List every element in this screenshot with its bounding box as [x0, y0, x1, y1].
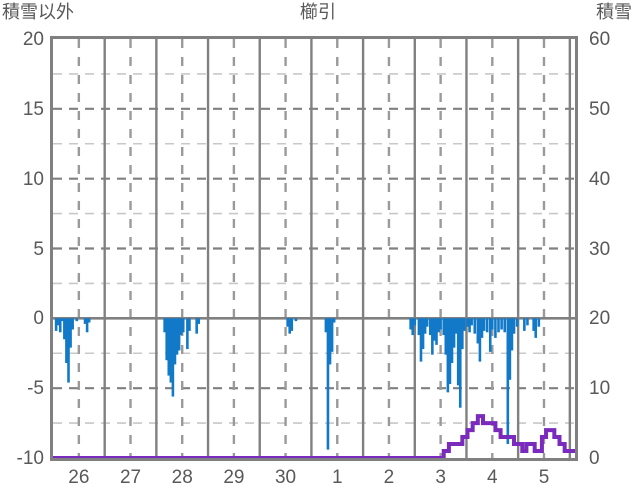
- x-tick-label: 2: [383, 467, 395, 488]
- left-tick-label: 5: [33, 238, 44, 260]
- x-tick-label: 26: [68, 467, 90, 488]
- left-tick-label: 15: [22, 98, 44, 120]
- left-axis-title: 積雪以外: [2, 2, 74, 22]
- right-axis-title: 積雪: [596, 2, 632, 22]
- grid-layer: [53, 39, 575, 458]
- x-tick-label: 30: [274, 467, 297, 488]
- x-tick-label: 28: [171, 467, 193, 488]
- right-tick-label: 50: [589, 98, 611, 120]
- left-tick-label: 0: [33, 308, 44, 330]
- left-tick-label: -10: [16, 448, 44, 469]
- right-tick-label: 20: [589, 308, 611, 330]
- x-tick-label: 27: [119, 467, 142, 488]
- plot-area: [50, 36, 578, 461]
- left-tick-label: -5: [27, 378, 44, 400]
- x-tick-label: 29: [223, 467, 245, 488]
- left-tick-label: 10: [22, 168, 44, 190]
- plot-canvas: [53, 39, 575, 458]
- right-tick-label: 30: [589, 238, 611, 260]
- line-series-layer: [53, 414, 575, 458]
- bar-series-layer: [54, 318, 541, 450]
- left-tick-label: 20: [22, 29, 44, 50]
- x-tick-label: 3: [435, 467, 446, 488]
- x-tick-label: 4: [487, 467, 498, 488]
- x-tick-label: 1: [331, 467, 343, 488]
- right-tick-label: 40: [589, 168, 611, 190]
- right-tick-label: 0: [589, 448, 600, 469]
- chart-title: 櫛引: [300, 2, 336, 22]
- x-tick-label: 5: [538, 467, 550, 488]
- right-tick-label: 60: [589, 29, 611, 50]
- right-tick-label: 10: [589, 378, 611, 400]
